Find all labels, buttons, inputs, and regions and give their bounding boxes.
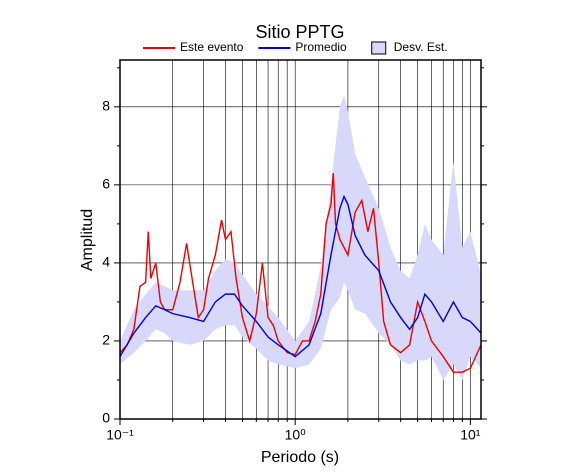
y-tick-label: 8 [102,98,110,114]
y-tick-label: 4 [102,254,110,270]
plot-area [119,59,482,420]
legend-swatch [371,41,387,55]
y-tick-label: 6 [102,176,110,192]
x-tick-label: 10⁰ [285,427,307,443]
legend-label: Este evento [180,40,244,54]
x-tick-label: 10¹ [460,427,481,443]
legend-label: Promedio [295,40,347,54]
y-tick-label: 0 [102,410,110,426]
x-axis-label: Periodo (s) [261,449,339,466]
x-tick-label: 10⁻¹ [106,427,134,443]
plot-frame [119,59,482,420]
legend: Este evento Promedio Desv. Est. [143,40,448,55]
chart-title: Sitio PPTG [255,22,344,42]
std-band [120,95,481,380]
y-tick-label: 2 [102,332,110,348]
series-line [119,194,482,358]
legend-label: Desv. Est. [394,40,448,54]
series-line [119,173,482,373]
y-axis-label: Amplitud [79,209,96,271]
